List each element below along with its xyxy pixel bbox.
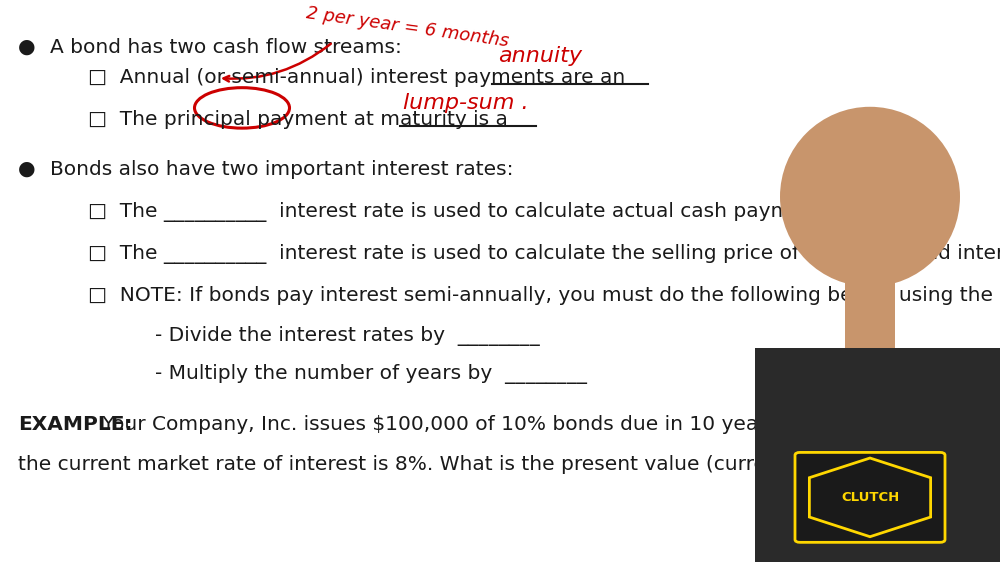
Text: Bonds also have two important interest rates:: Bonds also have two important interest r…	[50, 160, 514, 179]
Text: EXAMPLE:: EXAMPLE:	[18, 415, 132, 434]
Text: A bond has two cash flow streams:: A bond has two cash flow streams:	[50, 38, 402, 57]
Text: Your Company, Inc. issues $100,000 of 10% bonds due in 10 years. The bonds pay i: Your Company, Inc. issues $100,000 of 10…	[96, 415, 1000, 434]
Text: 2 per year = 6 months: 2 per year = 6 months	[305, 4, 510, 50]
Text: - Divide the interest rates by  ________: - Divide the interest rates by ________	[155, 326, 540, 346]
Text: CLUTCH: CLUTCH	[841, 491, 899, 504]
Text: annuity: annuity	[498, 46, 582, 66]
Text: □  NOTE: If bonds pay interest semi-annually, you must do the following before u: □ NOTE: If bonds pay interest semi-annua…	[88, 286, 1000, 305]
Text: □  The __________  interest rate is used to calculate the selling price of the b: □ The __________ interest rate is used t…	[88, 244, 1000, 264]
Text: lump-sum .: lump-sum .	[403, 93, 529, 113]
Bar	[845, 281, 895, 348]
Text: □  The __________  interest rate is used to calculate actual cash payments of in: □ The __________ interest rate is used t…	[88, 202, 944, 222]
Text: - Multiply the number of years by  ________: - Multiply the number of years by ______…	[155, 364, 587, 384]
Ellipse shape	[780, 107, 960, 287]
Text: □  The principal payment at maturity is a: □ The principal payment at maturity is a	[88, 110, 508, 129]
Text: ●: ●	[18, 38, 36, 57]
Text: □  Annual (or semi-annual) interest payments are an: □ Annual (or semi-annual) interest payme…	[88, 68, 625, 87]
Text: ●: ●	[18, 160, 36, 179]
FancyBboxPatch shape	[795, 452, 945, 542]
Bar	[755, 348, 1000, 562]
Text: the current market rate of interest is 8%. What is the present value (current se: the current market rate of interest is 8…	[18, 455, 1000, 474]
